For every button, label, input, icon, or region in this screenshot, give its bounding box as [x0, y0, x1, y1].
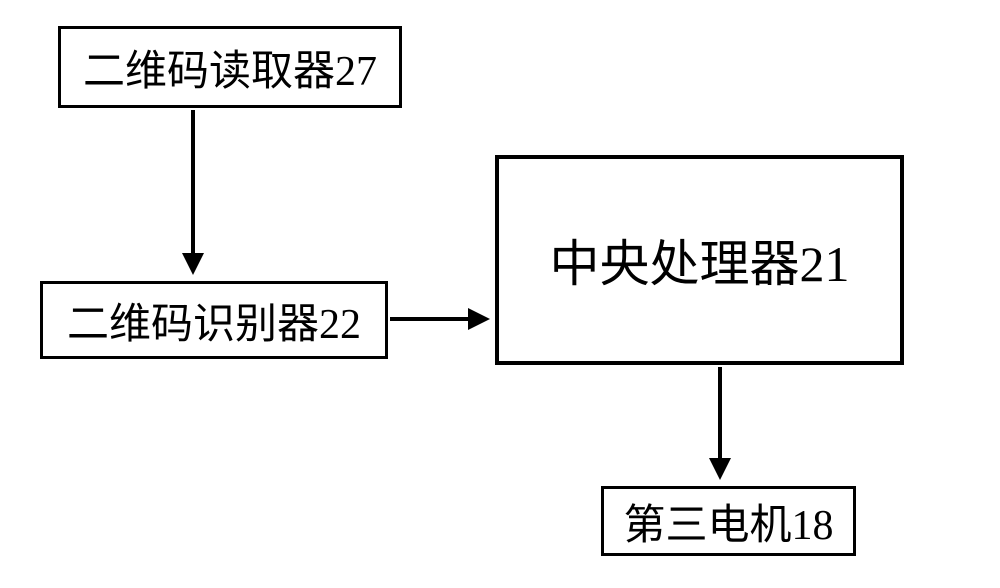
node-motor-label: 第三电机18	[623, 491, 833, 552]
node-cpu: 中央处理器21	[495, 155, 904, 365]
node-qr-reader: 二维码读取器27	[58, 26, 402, 108]
node-qr-recognizer: 二维码识别器22	[40, 281, 388, 359]
node-motor: 第三电机18	[601, 486, 856, 556]
node-qr-reader-label: 二维码读取器27	[83, 37, 377, 98]
arrowhead-icon	[182, 253, 204, 275]
node-cpu-label: 中央处理器21	[550, 224, 850, 296]
arrowhead-icon	[468, 308, 490, 330]
arrowhead-icon	[709, 458, 731, 480]
node-qr-recognizer-label: 二维码识别器22	[67, 290, 361, 351]
